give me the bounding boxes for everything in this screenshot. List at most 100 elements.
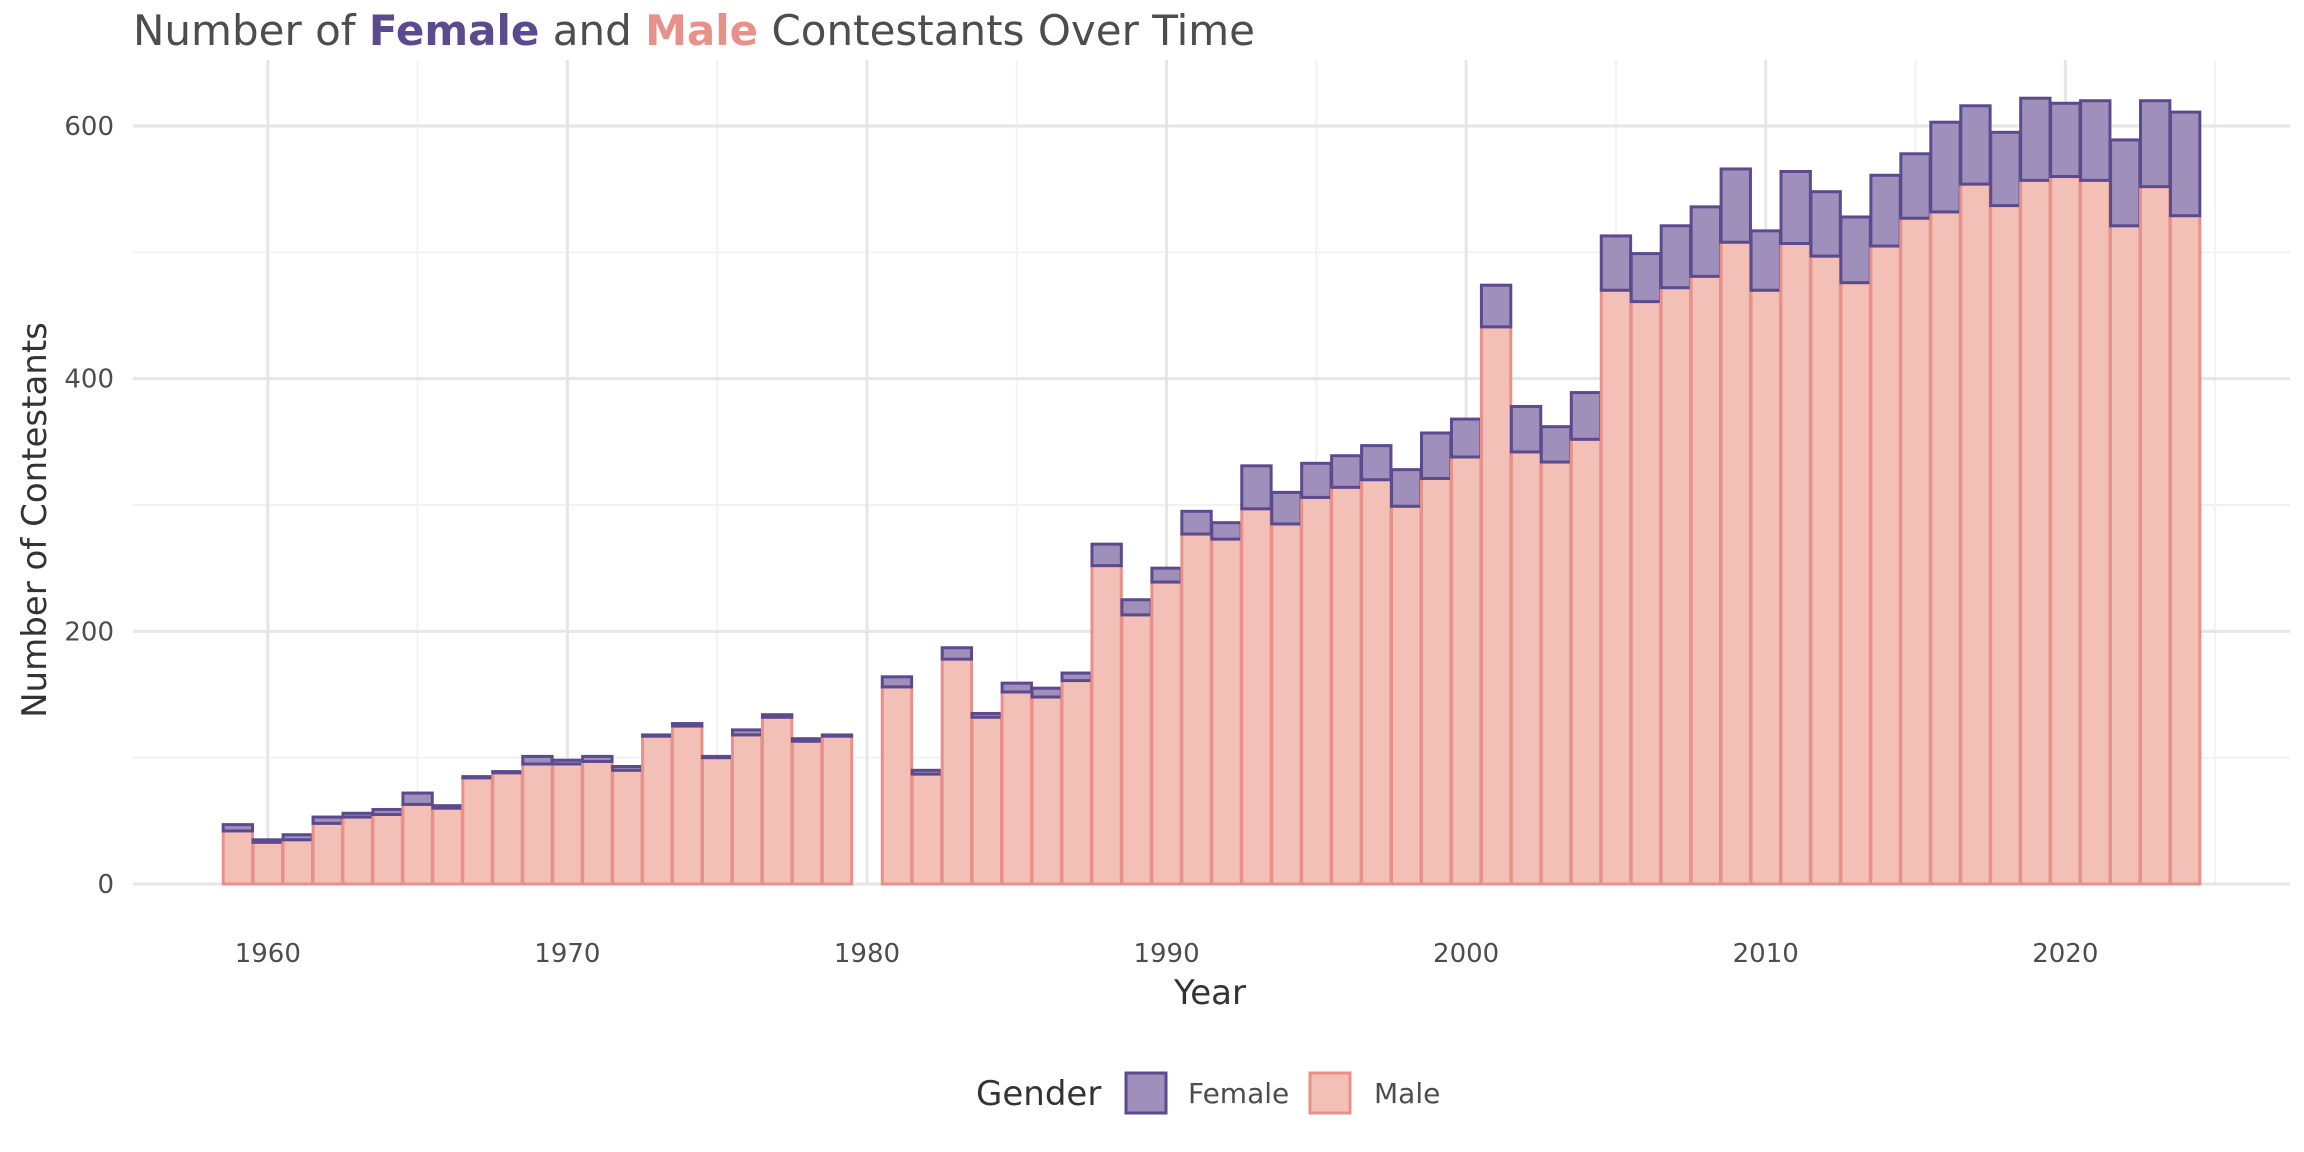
bar-female-1981 [880, 675, 914, 689]
bar-male-1968 [491, 771, 524, 886]
bar-female-2006 [1629, 252, 1663, 304]
bar-male-2006 [1629, 300, 1663, 886]
y-tick-label: 400 [64, 365, 114, 395]
bar-male-2001 [1479, 325, 1513, 886]
x-tick-label: 1970 [534, 939, 600, 969]
bar-male-1994 [1270, 522, 1303, 886]
bar-male-1976 [730, 733, 764, 886]
bar-female-1971 [581, 754, 614, 763]
bar-male-2000 [1449, 455, 1483, 886]
bar-male-1981 [880, 685, 914, 886]
bar-female-2018 [1989, 130, 2022, 208]
x-tick-label: 2010 [1733, 939, 1799, 969]
bar-female-1986 [1030, 686, 1063, 699]
bar-female-2024 [2168, 110, 2202, 218]
bar-female-1959 [221, 823, 255, 833]
bar-female-1988 [1090, 542, 1123, 568]
bar-female-1964 [371, 807, 404, 817]
bar-male-1987 [1060, 679, 1093, 886]
bar-female-1960 [251, 838, 284, 844]
y-axis-title: Number of Contestants [15, 322, 55, 718]
bar-female-1962 [311, 815, 344, 825]
bar-female-1974 [671, 722, 704, 728]
bar-male-2008 [1689, 274, 1722, 886]
bar-male-1963 [341, 815, 374, 886]
legend-male-swatch [1308, 1071, 1352, 1115]
bar-male-1991 [1180, 532, 1213, 886]
bar-female-1966 [431, 804, 464, 810]
bar-female-1963 [341, 811, 374, 819]
bar-female-1990 [1150, 566, 1183, 584]
bar-female-1972 [611, 765, 644, 772]
bar-female-2015 [1899, 152, 1932, 220]
bar-female-2021 [2079, 99, 2112, 182]
bar-female-2014 [1869, 173, 1902, 248]
bar-female-1996 [1330, 454, 1363, 489]
bar-male-1964 [371, 813, 404, 886]
bars [221, 96, 2202, 886]
bar-female-1991 [1180, 509, 1213, 536]
bar-male-1993 [1240, 507, 1273, 886]
title-middle: and [539, 6, 646, 55]
bar-male-1969 [521, 762, 554, 886]
title-male-word: Male [645, 6, 759, 55]
bar-male-2021 [2079, 178, 2112, 886]
x-tick-label: 2020 [2032, 939, 2098, 969]
bar-female-1995 [1300, 461, 1333, 499]
bar-male-2015 [1899, 216, 1932, 886]
bar-male-1984 [970, 715, 1003, 886]
bar-male-2019 [2019, 178, 2052, 886]
bar-female-1977 [760, 713, 794, 719]
bar-male-2005 [1599, 288, 1633, 886]
x-axis-ticks: 1960 1970 1980 1990 2000 2010 2020 [235, 939, 2099, 969]
bar-male-2007 [1659, 286, 1693, 886]
bar-male-1992 [1210, 537, 1243, 886]
bar-male-1972 [611, 768, 644, 886]
bar-male-1965 [401, 802, 434, 886]
x-tick-label: 2000 [1433, 939, 1499, 969]
bar-female-1985 [1000, 681, 1033, 694]
bar-male-1986 [1030, 695, 1063, 886]
bar-female-2013 [1839, 215, 1872, 285]
bar-male-1971 [581, 759, 614, 886]
bar-male-1989 [1120, 613, 1153, 886]
bar-male-2009 [1719, 240, 1752, 886]
bar-male-1959 [221, 829, 255, 886]
legend-female-label: Female [1188, 1077, 1289, 1110]
bar-male-1990 [1150, 580, 1183, 886]
bar-female-1997 [1360, 444, 1393, 482]
bar-male-1999 [1420, 476, 1453, 886]
x-axis-title: Year [1173, 973, 1246, 1013]
chart-title: Number of Female and Male Contestants Ov… [133, 6, 1255, 55]
bar-male-2002 [1509, 450, 1543, 886]
bar-male-2017 [1959, 182, 1992, 886]
bar-female-2022 [2109, 138, 2142, 228]
x-tick-label: 1990 [1133, 939, 1199, 969]
bar-female-2005 [1599, 234, 1633, 292]
y-axis-ticks: 0 200 400 600 [64, 112, 114, 900]
legend: Gender Female Male [976, 1071, 1440, 1115]
bar-male-2020 [2049, 175, 2082, 886]
bar-male-1962 [311, 821, 344, 886]
bar-female-2001 [1479, 283, 1513, 329]
bar-male-2024 [2168, 214, 2202, 886]
bar-female-2020 [2049, 101, 2082, 179]
bar-male-2011 [1779, 241, 1812, 886]
bar-female-2002 [1509, 404, 1543, 454]
bar-male-2022 [2109, 224, 2142, 886]
bar-male-1970 [551, 762, 584, 886]
bar-female-1978 [790, 737, 824, 743]
bar-male-2014 [1869, 244, 1902, 886]
bar-female-1970 [551, 758, 584, 766]
x-tick-label: 1980 [834, 939, 900, 969]
bar-female-2012 [1809, 190, 1842, 258]
bar-female-1979 [820, 733, 854, 738]
bar-male-1983 [940, 657, 974, 886]
legend-female-swatch [1124, 1071, 1168, 1115]
bar-female-2011 [1779, 169, 1812, 245]
bar-female-1965 [401, 791, 434, 806]
bar-female-2009 [1719, 167, 1752, 244]
bar-female-1968 [491, 770, 524, 775]
y-tick-label: 0 [97, 870, 114, 900]
